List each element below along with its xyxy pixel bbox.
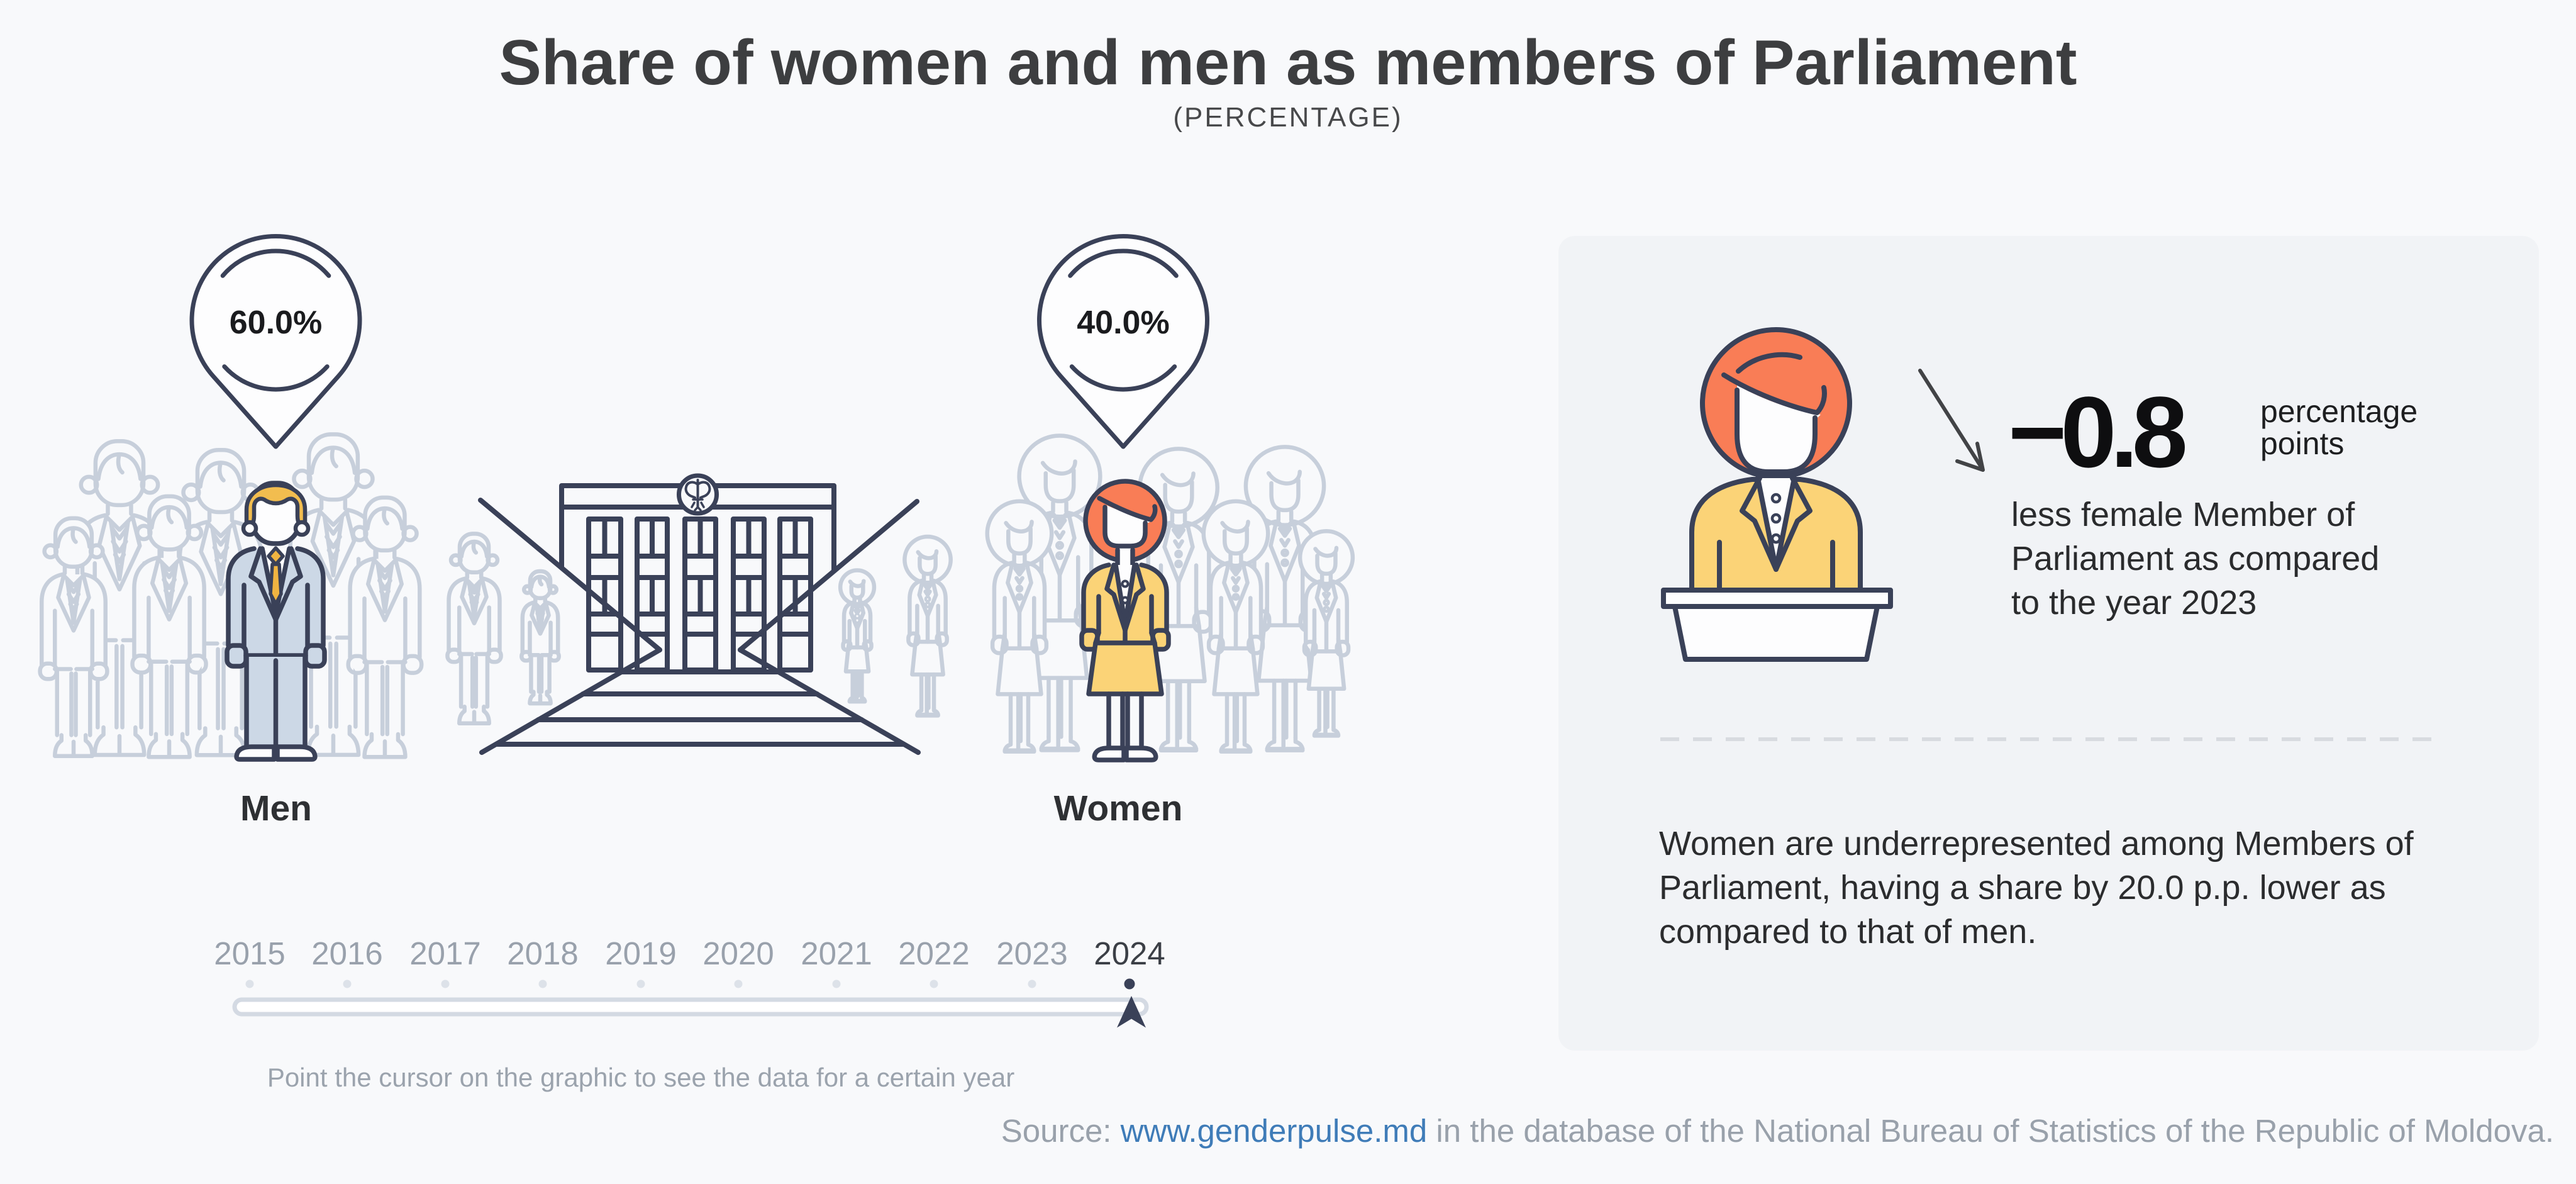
svg-text:60.0%: 60.0%	[230, 304, 322, 341]
svg-text:40.0%: 40.0%	[1077, 304, 1169, 341]
